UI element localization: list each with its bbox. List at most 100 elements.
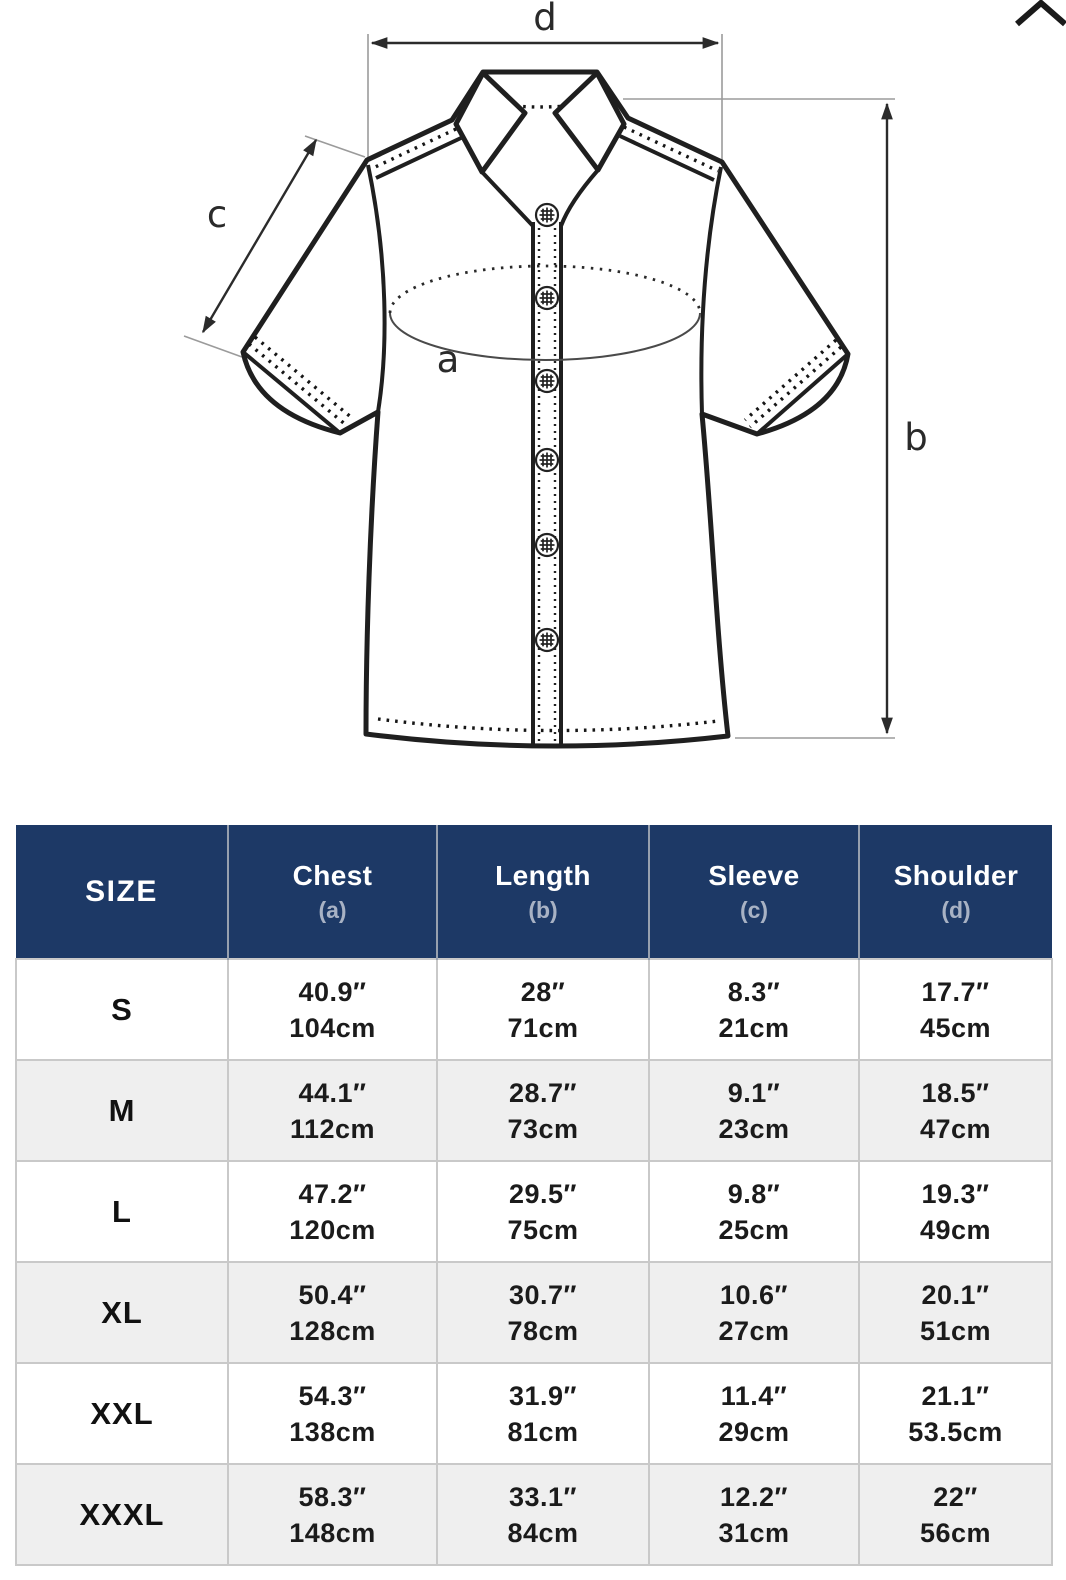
label-d: d (533, 0, 557, 39)
value-cm: 81cm (507, 1416, 579, 1447)
value-cm: 112cm (289, 1113, 376, 1144)
value-inches: 30.7″ (509, 1279, 577, 1310)
chest-cell: 40.9″ 104cm (227, 958, 438, 1061)
value-inches: 28″ (520, 976, 566, 1007)
value-cm: 73cm (507, 1113, 579, 1144)
shoulder-cell: 20.1″ 51cm (858, 1261, 1053, 1364)
value-cm: 75cm (507, 1214, 579, 1245)
value-inches: 50.4″ (298, 1279, 367, 1310)
value-inches: 21.1″ (921, 1380, 990, 1411)
header-sublabel: (a) (318, 896, 347, 923)
shoulder-cell: 18.5″ 47cm (858, 1059, 1053, 1162)
size-label: S (111, 991, 133, 1027)
value-inches: 22″ (933, 1481, 978, 1512)
size-cell: M (15, 1059, 229, 1162)
value-cm: 51cm (919, 1315, 992, 1346)
shoulder-cell: 21.1″ 53.5cm (858, 1362, 1053, 1465)
size-cell: XL (15, 1261, 229, 1364)
header-sublabel: (d) (941, 896, 971, 923)
header-label: Chest (292, 859, 373, 891)
sleeve-cell: 8.3″ 21cm (648, 958, 860, 1061)
value-inches: 19.3″ (921, 1178, 990, 1209)
size-cell: XXXL (15, 1463, 229, 1566)
dimension-guide-lines (183, 34, 895, 739)
size-table-header: SIZE Chest (a) Length (b) Sleeve (c) Should… (16, 825, 1052, 959)
value-cm: 23cm (718, 1113, 790, 1144)
value-cm: 25cm (718, 1214, 790, 1245)
value-cm: 84cm (507, 1517, 579, 1548)
value-inches: 33.1″ (509, 1481, 577, 1512)
value-inches: 40.9″ (298, 976, 367, 1007)
table-row-xxxl: XXXL 58.3″ 148cm 33.1″ 84cm 12.2″ 31cm 22″ 5… (15, 1463, 1053, 1566)
value-cm: 21cm (718, 1012, 790, 1043)
header-cell-chest: Chest (a) (228, 825, 438, 959)
shoulder-cell: 22″ 56cm (858, 1463, 1053, 1566)
value-inches: 29.5″ (509, 1178, 577, 1209)
stitching-dots (247, 125, 843, 733)
value-cm: 53.5cm (908, 1416, 1003, 1447)
value-cm: 27cm (718, 1315, 790, 1346)
length-cell: 29.5″ 75cm (436, 1160, 650, 1263)
value-inches: 12.2″ (720, 1481, 788, 1512)
size-label: XXXL (79, 1496, 165, 1532)
shirt-diagram-svg: d c a b (183, 0, 928, 749)
chest-cell: 47.2″ 120cm (227, 1160, 438, 1263)
header-sublabel: (b) (528, 896, 558, 923)
value-inches: 17.7″ (921, 976, 990, 1007)
header-label: Length (495, 859, 591, 891)
chevron-up-icon[interactable] (1002, 0, 1066, 28)
value-cm: 138cm (289, 1416, 376, 1447)
chest-cell: 44.1″ 112cm (227, 1059, 438, 1162)
sleeve-arrow-c (201, 138, 318, 334)
table-row-m: M 44.1″ 112cm 28.7″ 73cm 9.1″ 23cm 18.5″ 47c… (15, 1059, 1053, 1162)
size-label: XXL (90, 1395, 154, 1431)
label-a: a (437, 338, 460, 381)
value-cm: 128cm (289, 1315, 376, 1346)
header-label: Sleeve (708, 859, 800, 891)
shirt-measurement-diagram: d c a b (183, 0, 928, 749)
value-inches: 47.2″ (298, 1178, 367, 1209)
sleeve-cell: 9.8″ 25cm (648, 1160, 860, 1263)
seam-lines (241, 134, 850, 436)
length-cell: 28″ 71cm (436, 958, 650, 1061)
value-cm: 56cm (919, 1517, 992, 1548)
value-cm: 45cm (919, 1012, 992, 1043)
button-placket (531, 202, 563, 748)
chest-cell: 58.3″ 148cm (227, 1463, 438, 1566)
dimension-arrows (201, 37, 893, 735)
value-cm: 78cm (507, 1315, 579, 1346)
header-cell-shoulder: Shoulder (d) (859, 825, 1052, 959)
length-cell: 33.1″ 84cm (436, 1463, 650, 1566)
value-cm: 71cm (507, 1012, 579, 1043)
value-cm: 104cm (289, 1012, 376, 1043)
sleeve-cell: 9.1″ 23cm (648, 1059, 860, 1162)
value-inches: 9.8″ (727, 1178, 781, 1209)
value-cm: 31cm (718, 1517, 790, 1548)
collar (453, 70, 627, 228)
table-row-xxl: XXL 54.3″ 138cm 31.9″ 81cm 11.4″ 29cm 21.1″… (15, 1362, 1053, 1465)
value-inches: 31.9″ (509, 1380, 577, 1411)
header-cell-sleeve: Sleeve (c) (649, 825, 860, 959)
value-cm: 47cm (919, 1113, 992, 1144)
header-cell-length: Length (b) (437, 825, 650, 959)
size-table: SIZE Chest (a) Length (b) Sleeve (c) Should… (15, 825, 1053, 1566)
label-c: c (207, 193, 227, 236)
chest-cell: 54.3″ 138cm (227, 1362, 438, 1465)
value-inches: 58.3″ (298, 1481, 367, 1512)
size-cell: S (15, 958, 229, 1061)
value-inches: 20.1″ (921, 1279, 990, 1310)
chest-cell: 50.4″ 128cm (227, 1261, 438, 1364)
size-label: L (112, 1193, 132, 1229)
size-label: M (108, 1092, 136, 1128)
header-sublabel: (c) (739, 896, 769, 923)
length-cell: 28.7″ 73cm (436, 1059, 650, 1162)
length-cell: 30.7″ 78cm (436, 1261, 650, 1364)
value-cm: 49cm (919, 1214, 992, 1245)
table-row-s: S 40.9″ 104cm 28″ 71cm 8.3″ 21cm 17.7″ 45cm (15, 958, 1053, 1061)
sleeve-cell: 12.2″ 31cm (648, 1463, 860, 1566)
shoulder-cell: 17.7″ 45cm (858, 958, 1053, 1061)
value-inches: 28.7″ (509, 1077, 577, 1108)
value-inches: 11.4″ (720, 1380, 788, 1411)
table-row-l: L 47.2″ 120cm 29.5″ 75cm 9.8″ 25cm 19.3″ 49c… (15, 1160, 1053, 1263)
